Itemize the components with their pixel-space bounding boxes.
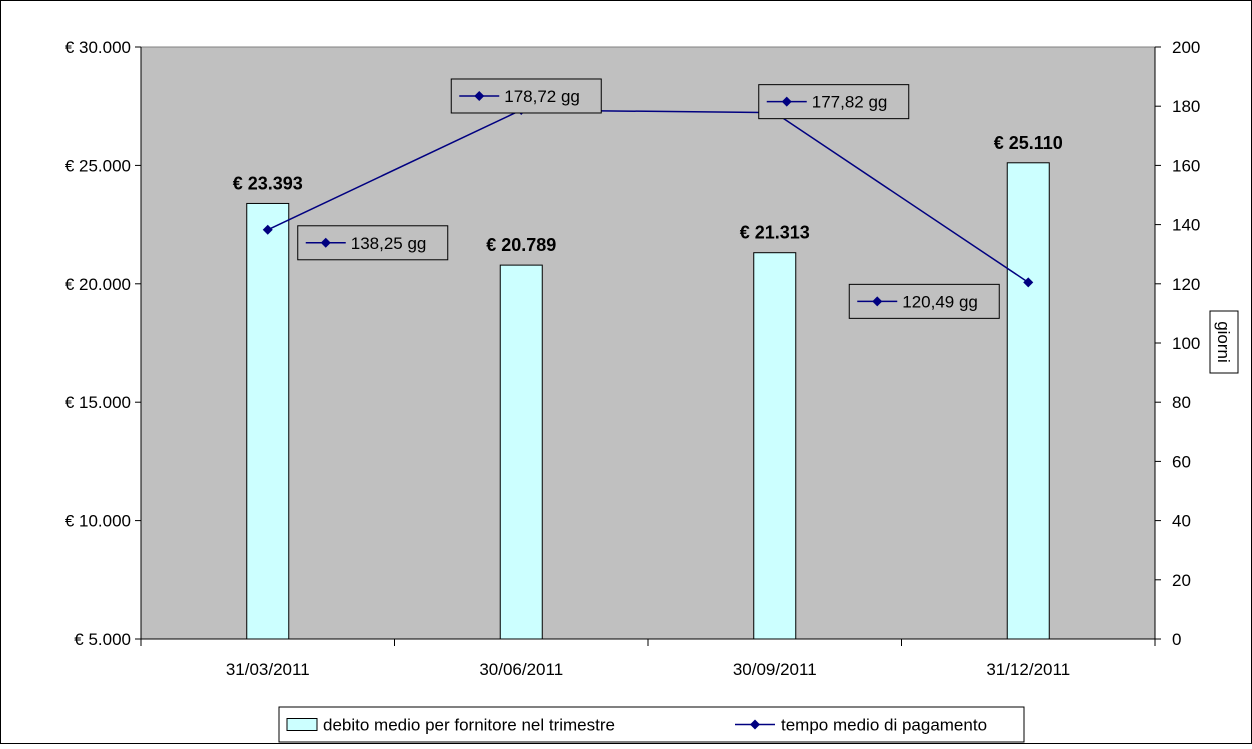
x-tick-label: 31/12/2011 [986,660,1070,679]
line-value-label: 138,25 gg [297,225,449,261]
line-value-label-text: 177,82 gg [812,93,888,112]
y-right-axis-title-box [1209,310,1239,374]
y-right-tick-label: 160 [1172,156,1200,175]
line-value-label-key-marker [474,90,485,101]
y-right-tick-label: 0 [1172,630,1181,649]
bar-value-label: € 25.110 [994,133,1063,153]
y-right-axis-title: giorni [1209,310,1239,374]
y-left-tick-label: € 10.000 [65,512,131,531]
line-point [1023,277,1034,288]
y-right-tick-label: 120 [1172,275,1200,294]
y-left-tick-label: € 20.000 [65,275,131,294]
y-right-tick-label: 100 [1172,334,1200,353]
legend-swatch-marker [750,719,760,730]
y-right-tick-label: 180 [1172,97,1200,116]
line-value-label-key-marker [872,296,883,307]
line-value-label: 177,82 gg [758,84,910,120]
y-right-tick-label: 140 [1172,216,1200,235]
line-value-label: 120,49 gg [848,283,1000,319]
legend-box [278,706,1025,743]
line-value-label-key-marker [781,96,792,107]
x-tick-label: 30/09/2011 [733,660,817,679]
y-right-tick-label: 40 [1172,512,1191,531]
bars-layer [246,162,1050,640]
plot-area [140,46,1156,640]
legend-label-line: tempo medio di pagamento [781,716,987,735]
legend-label-bar: debito medio per fornitore nel trimestre [323,716,615,735]
y-right-axis-title-text: giorni [1214,321,1233,363]
y-left-tick-label: € 30.000 [65,38,131,57]
y-right-tick-label: 20 [1172,571,1191,590]
line-value-label-text: 138,25 gg [351,234,427,253]
legend-swatch-bar [286,718,318,731]
line-value-label: 178,72 gg [450,78,602,114]
line-value-label-text: 120,49 gg [902,292,978,311]
bar-value-label: € 20.789 [486,235,556,255]
bar [246,202,290,640]
y-right-tick-label: 60 [1172,452,1191,471]
bar-value-label: € 21.313 [740,223,810,243]
y-left-tick-label: € 5.000 [74,630,131,649]
line-point [262,224,273,235]
data-labels-layer: € 23.393 € 20.789 € 21.313 € 25.110 138,25 g… [233,78,1063,319]
x-tick-label: 31/03/2011 [226,660,310,679]
bar [499,264,543,640]
series-line [267,109,1029,283]
bar [753,252,797,640]
y-right-tick-label: 200 [1172,38,1200,57]
legend: debito medio per fornitore nel trimestre… [278,706,1025,743]
y-left-tick-label: € 15.000 [65,393,131,412]
line-value-label-text: 178,72 gg [504,87,580,106]
y-left-tick-label: € 25.000 [65,156,131,175]
y-right-tick-label: 80 [1172,393,1191,412]
x-tick-label: 30/06/2011 [479,660,563,679]
line-value-label-key-marker [320,237,331,248]
bar [1006,162,1050,640]
bar-value-label: € 23.393 [233,173,303,193]
axes-layer: € 5.000 € 10.000 € 15.000 € 20.000 € 25.000 €… [65,38,1239,679]
